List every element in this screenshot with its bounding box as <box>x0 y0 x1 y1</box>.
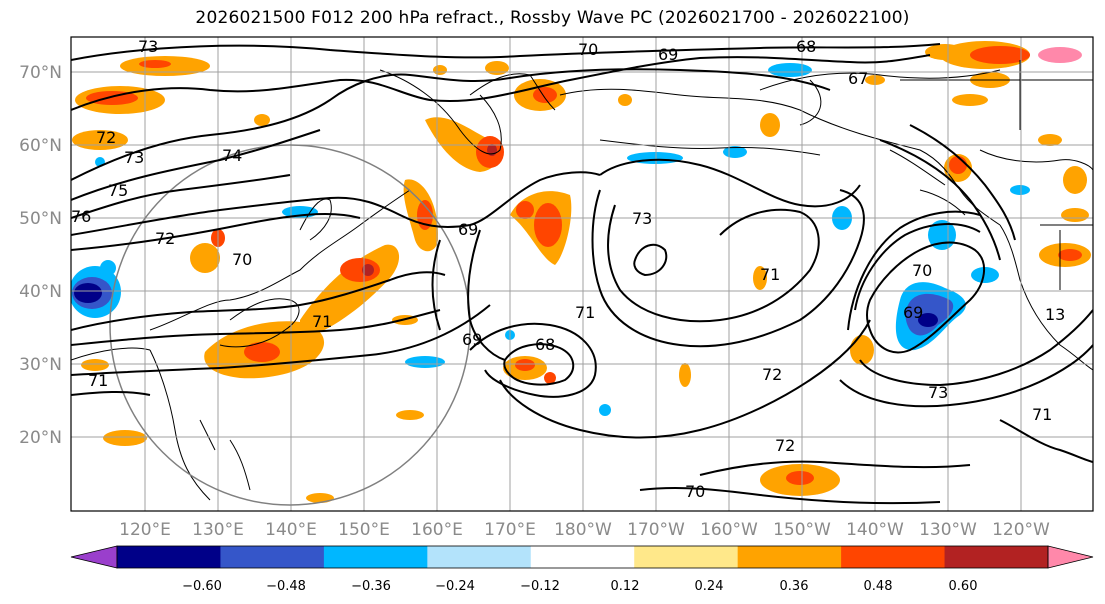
colorbar-segments <box>117 546 1049 568</box>
contour-label: 71 <box>88 371 108 390</box>
colorbar-tick-label: 0.12 <box>611 579 640 594</box>
longitude-labels: 120°E 130°E 140°E 150°E 160°E 170°E 180°… <box>119 520 1050 540</box>
colorbar-ticks: −0.60 −0.48 −0.36 −0.24 −0.12 0.12 0.24 … <box>182 579 977 594</box>
latitude-labels: 70°N 60°N 50°N 40°N 30°N 20°N <box>19 63 62 448</box>
contour-label: 72 <box>762 365 782 384</box>
contour-label: 71 <box>312 312 332 331</box>
lon-label: 130°W <box>919 520 977 540</box>
contour-label: 73 <box>632 209 652 228</box>
colorbar-segment <box>841 546 946 568</box>
lat-label: 70°N <box>19 63 62 83</box>
lat-label: 50°N <box>19 209 62 229</box>
contour-label: 75 <box>108 181 128 200</box>
contour-label: 71 <box>575 303 595 322</box>
colorbar-segment <box>117 546 221 568</box>
colorbar-segment <box>737 546 842 568</box>
lon-label: 130°E <box>192 520 244 540</box>
map-area: 73 70 69 68 67 72 73 74 75 76 72 70 69 6… <box>71 37 1093 511</box>
lat-label: 30°N <box>19 355 62 375</box>
colorbar-tick-label: 0.36 <box>780 579 809 594</box>
contour-label: 70 <box>912 261 932 280</box>
contour-label: 69 <box>658 45 678 64</box>
contour-label: 72 <box>155 229 175 248</box>
contour-label: 73 <box>138 37 158 56</box>
lon-label: 120°W <box>992 520 1050 540</box>
colorbar: −0.60 −0.48 −0.36 −0.24 −0.12 0.12 0.24 … <box>70 545 1094 594</box>
map-title: 2026021500 F012 200 hPa refract., Rossby… <box>195 8 910 28</box>
contour-label: 74 <box>222 146 242 165</box>
colorbar-segment <box>530 546 635 568</box>
colorbar-tick-label: −0.12 <box>520 579 560 594</box>
lon-label: 160°E <box>411 520 463 540</box>
contour-label: 73 <box>124 148 144 167</box>
colorbar-segment <box>634 546 739 568</box>
contour-label: 68 <box>535 335 555 354</box>
refractivity-contours <box>71 43 1093 505</box>
contour-labels: 73 70 69 68 67 72 73 74 75 76 72 70 69 6… <box>71 37 1065 501</box>
lon-label: 150°E <box>338 520 390 540</box>
colorbar-tick-label: 0.60 <box>949 579 978 594</box>
contour-label: 70 <box>232 250 252 269</box>
lon-label: 120°E <box>119 520 171 540</box>
contour-label: 71 <box>1032 405 1052 424</box>
lon-label: 140°E <box>265 520 317 540</box>
contour-label: 72 <box>775 436 795 455</box>
colorbar-tick-label: 0.48 <box>864 579 893 594</box>
colorbar-segment <box>220 546 325 568</box>
colorbar-segment <box>427 546 532 568</box>
colorbar-tick-label: −0.48 <box>266 579 306 594</box>
contour-label: 67 <box>848 69 868 88</box>
contour-label: 69 <box>462 330 482 349</box>
contour-label: 71 <box>760 265 780 284</box>
colorbar-tick-label: −0.60 <box>182 579 222 594</box>
lat-label: 40°N <box>19 282 62 302</box>
lon-label: 150°W <box>773 520 831 540</box>
lon-label: 170°W <box>627 520 685 540</box>
lat-label: 60°N <box>19 136 62 156</box>
contour-label: 13 <box>1045 305 1065 324</box>
contour-label: 70 <box>578 40 598 59</box>
lon-label: 170°E <box>484 520 536 540</box>
lat-label: 20°N <box>19 428 62 448</box>
lon-label: 140°W <box>846 520 904 540</box>
contour-label: 73 <box>928 383 948 402</box>
colorbar-tick-label: −0.36 <box>351 579 391 594</box>
contour-label: 69 <box>903 303 923 322</box>
colorbar-tick-label: 0.24 <box>695 579 724 594</box>
contour-label: 69 <box>458 220 478 239</box>
colorbar-tick-label: −0.24 <box>435 579 475 594</box>
lon-label: 160°W <box>700 520 758 540</box>
contour-label: 72 <box>96 128 116 147</box>
contour-label: 76 <box>71 207 91 226</box>
lon-label: 180°W <box>554 520 612 540</box>
contour-label: 70 <box>685 482 705 501</box>
colorbar-extend-low <box>70 545 118 569</box>
contour-label: 68 <box>796 37 816 56</box>
colorbar-segment <box>323 546 428 568</box>
colorbar-extend-high <box>1047 545 1094 569</box>
colorbar-frame <box>116 545 1049 569</box>
reference-circle <box>109 144 471 506</box>
colorbar-segment <box>944 546 1049 568</box>
map-frame <box>70 36 1094 512</box>
